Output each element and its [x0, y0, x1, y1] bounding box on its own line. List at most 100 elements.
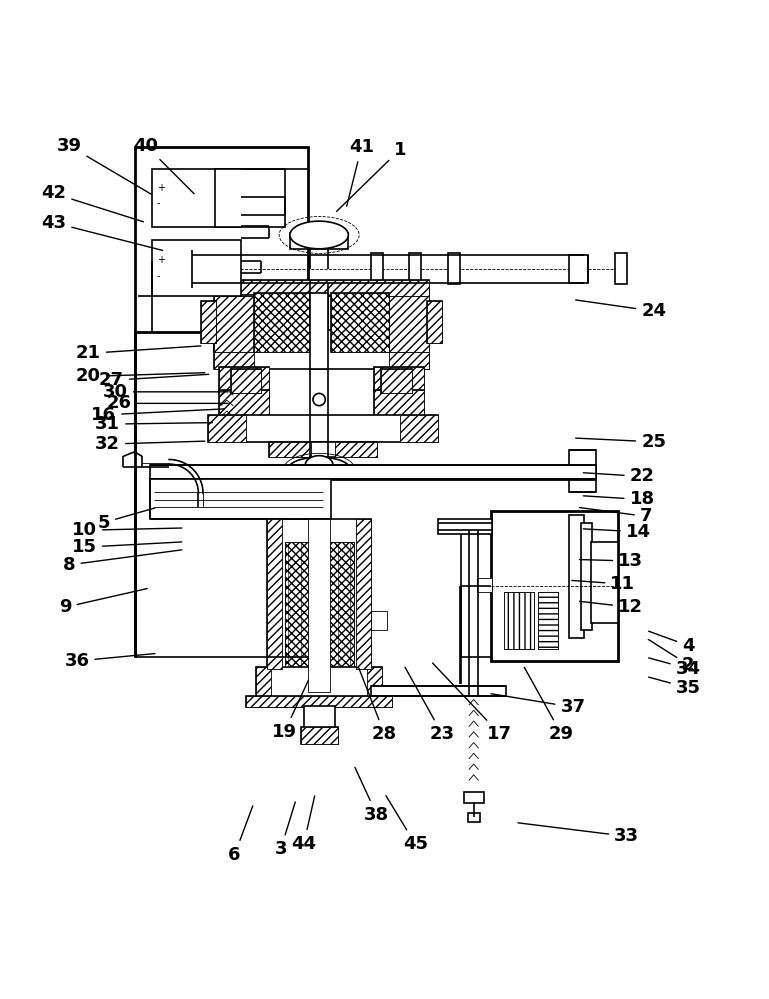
- Bar: [201, 301, 216, 344]
- Bar: [152, 241, 241, 296]
- Bar: [335, 442, 377, 458]
- Text: 25: 25: [576, 433, 666, 451]
- Bar: [538, 591, 558, 649]
- Bar: [381, 369, 412, 394]
- Text: 15: 15: [72, 538, 181, 556]
- Bar: [254, 294, 312, 352]
- Text: +: +: [157, 255, 165, 265]
- Bar: [304, 705, 335, 728]
- Text: 40: 40: [134, 137, 194, 194]
- Bar: [308, 518, 330, 691]
- Ellipse shape: [305, 456, 333, 475]
- Bar: [267, 518, 371, 691]
- Bar: [409, 254, 421, 284]
- Bar: [504, 591, 534, 649]
- Text: 31: 31: [95, 416, 212, 434]
- Text: 36: 36: [65, 652, 155, 670]
- Text: 10: 10: [72, 521, 181, 539]
- Bar: [461, 526, 508, 657]
- Text: 5: 5: [98, 507, 155, 531]
- Bar: [468, 813, 480, 822]
- Bar: [569, 255, 588, 283]
- Text: 27: 27: [99, 372, 208, 390]
- Bar: [448, 254, 460, 284]
- Bar: [381, 369, 412, 394]
- Text: 37: 37: [491, 693, 585, 716]
- Text: 38: 38: [355, 767, 389, 824]
- Bar: [190, 250, 198, 288]
- Text: 19: 19: [272, 659, 318, 740]
- Bar: [464, 792, 484, 803]
- Ellipse shape: [313, 394, 325, 406]
- Text: 41: 41: [347, 138, 374, 206]
- Text: 4: 4: [648, 631, 694, 654]
- Bar: [290, 234, 348, 249]
- Polygon shape: [123, 452, 142, 468]
- Text: 45: 45: [386, 795, 428, 853]
- Text: 16: 16: [92, 406, 224, 424]
- Text: 43: 43: [42, 214, 162, 251]
- Text: 23: 23: [405, 667, 454, 743]
- Bar: [246, 695, 392, 707]
- Text: 11: 11: [572, 575, 635, 593]
- Text: 6: 6: [228, 806, 253, 864]
- Bar: [201, 301, 216, 344]
- Text: 28: 28: [358, 667, 397, 743]
- Bar: [374, 368, 424, 392]
- Bar: [150, 465, 596, 479]
- Text: 7: 7: [580, 507, 652, 525]
- Bar: [374, 391, 424, 417]
- Text: 20: 20: [76, 368, 205, 386]
- Bar: [231, 369, 261, 394]
- Bar: [427, 301, 442, 344]
- Bar: [374, 391, 424, 417]
- Text: +: +: [157, 183, 165, 193]
- Bar: [591, 541, 618, 622]
- Text: 24: 24: [576, 300, 666, 320]
- Bar: [152, 169, 241, 227]
- Bar: [256, 667, 382, 698]
- Bar: [208, 415, 438, 442]
- Bar: [285, 541, 354, 668]
- Bar: [538, 591, 558, 649]
- Text: 8: 8: [63, 549, 181, 573]
- Text: 26: 26: [107, 395, 228, 413]
- Text: 30: 30: [103, 383, 228, 401]
- Bar: [214, 331, 254, 369]
- Text: 42: 42: [42, 185, 144, 222]
- Bar: [214, 281, 429, 296]
- Bar: [367, 667, 382, 698]
- Bar: [301, 727, 338, 744]
- Text: 18: 18: [584, 491, 654, 508]
- Bar: [491, 511, 618, 661]
- Ellipse shape: [290, 221, 348, 249]
- Bar: [371, 611, 387, 630]
- Text: 29: 29: [524, 667, 574, 743]
- Text: 44: 44: [291, 796, 316, 853]
- Bar: [504, 591, 534, 649]
- Bar: [371, 254, 383, 284]
- Text: 13: 13: [580, 552, 643, 570]
- Text: 9: 9: [59, 588, 147, 616]
- Text: 39: 39: [57, 137, 151, 195]
- Bar: [214, 294, 254, 352]
- Text: 21: 21: [76, 345, 201, 363]
- Text: 14: 14: [584, 522, 651, 540]
- Text: 3: 3: [275, 802, 295, 858]
- Bar: [214, 294, 254, 352]
- Bar: [219, 391, 269, 417]
- Bar: [389, 294, 429, 352]
- Bar: [374, 368, 424, 392]
- Bar: [269, 442, 377, 458]
- Text: 22: 22: [584, 468, 654, 486]
- Text: 17: 17: [432, 663, 512, 743]
- Bar: [219, 391, 269, 417]
- Bar: [135, 147, 308, 332]
- Bar: [219, 368, 269, 392]
- Bar: [427, 301, 442, 344]
- Bar: [389, 331, 429, 369]
- Text: 32: 32: [95, 436, 205, 454]
- Text: 33: 33: [518, 823, 639, 845]
- Bar: [389, 294, 429, 352]
- Bar: [331, 294, 389, 352]
